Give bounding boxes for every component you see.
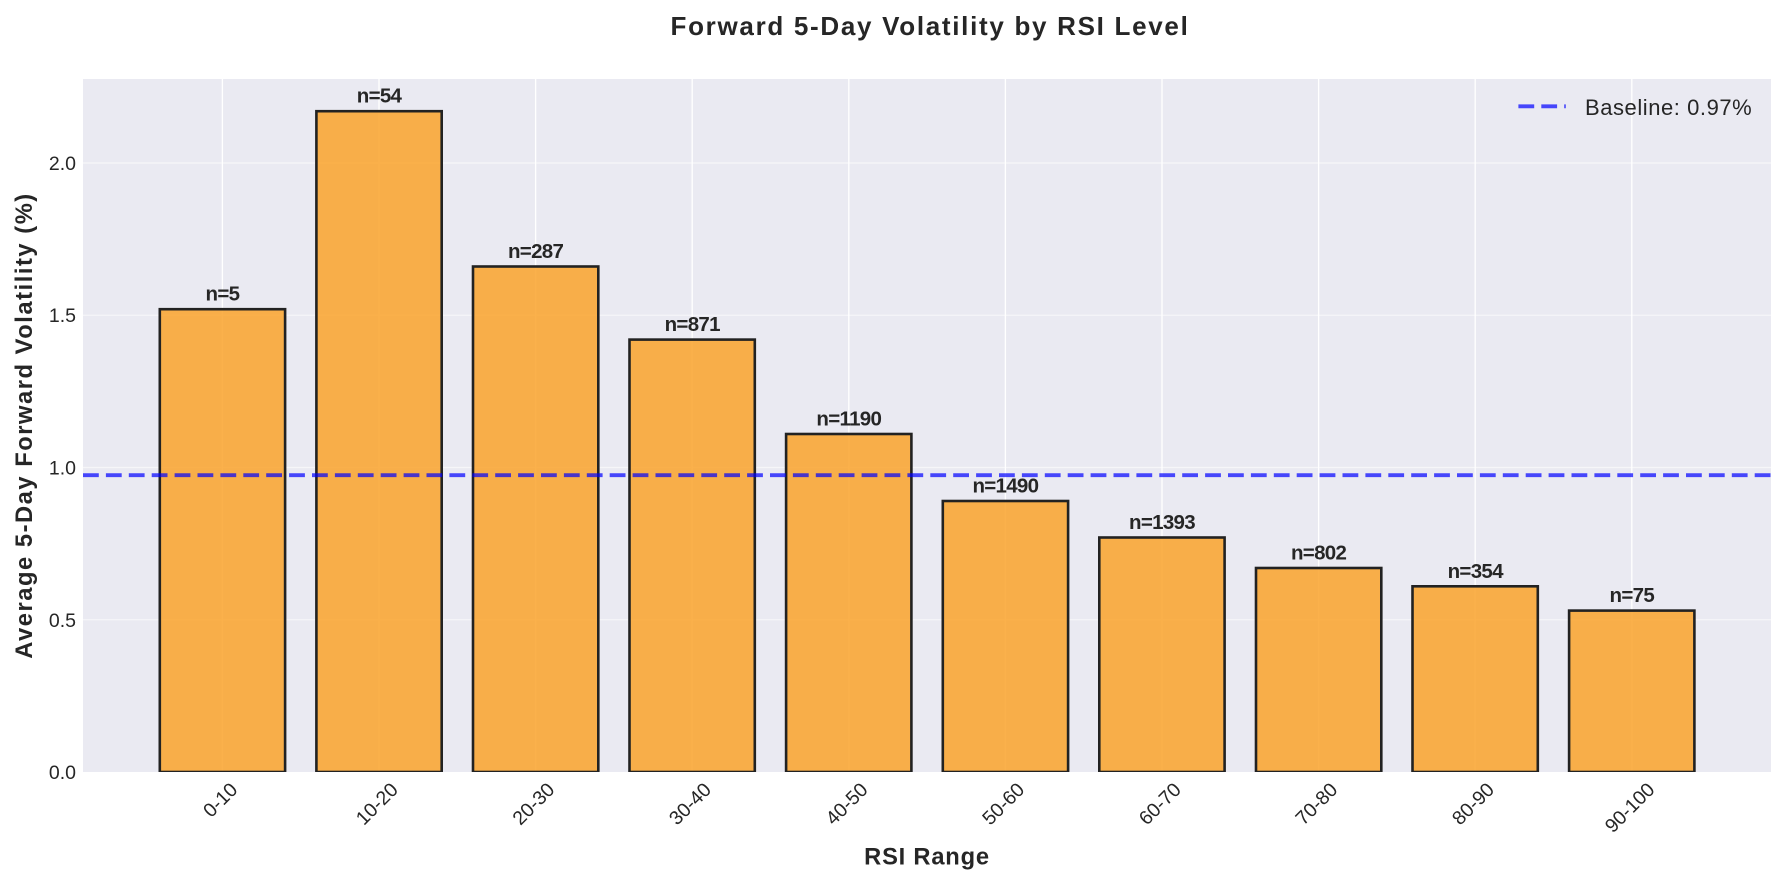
svg-text:n=802: n=802 [1291,542,1346,565]
svg-text:n=1490: n=1490 [972,475,1038,498]
svg-text:RSI Range: RSI Range [864,845,990,871]
svg-text:n=1393: n=1393 [1129,511,1195,534]
svg-text:n=871: n=871 [665,313,720,336]
svg-text:Average 5-Day Forward Volatili: Average 5-Day Forward Volatility (%) [12,192,38,659]
svg-text:Baseline: 0.97%: Baseline: 0.97% [1585,95,1752,120]
svg-text:n=75: n=75 [1610,584,1655,607]
svg-text:n=1190: n=1190 [816,408,881,431]
svg-text:n=287: n=287 [508,240,563,263]
svg-text:1.5: 1.5 [49,305,76,327]
svg-text:0.0: 0.0 [49,762,76,784]
svg-text:n=54: n=54 [357,85,403,108]
svg-text:1.0: 1.0 [49,458,76,480]
svg-text:2.0: 2.0 [49,153,76,175]
svg-text:n=5: n=5 [206,283,240,306]
svg-text:Forward 5-Day Volatility by RS: Forward 5-Day Volatility by RSI Level [671,11,1190,41]
svg-text:n=354: n=354 [1448,560,1504,583]
svg-text:0.5: 0.5 [49,610,76,632]
